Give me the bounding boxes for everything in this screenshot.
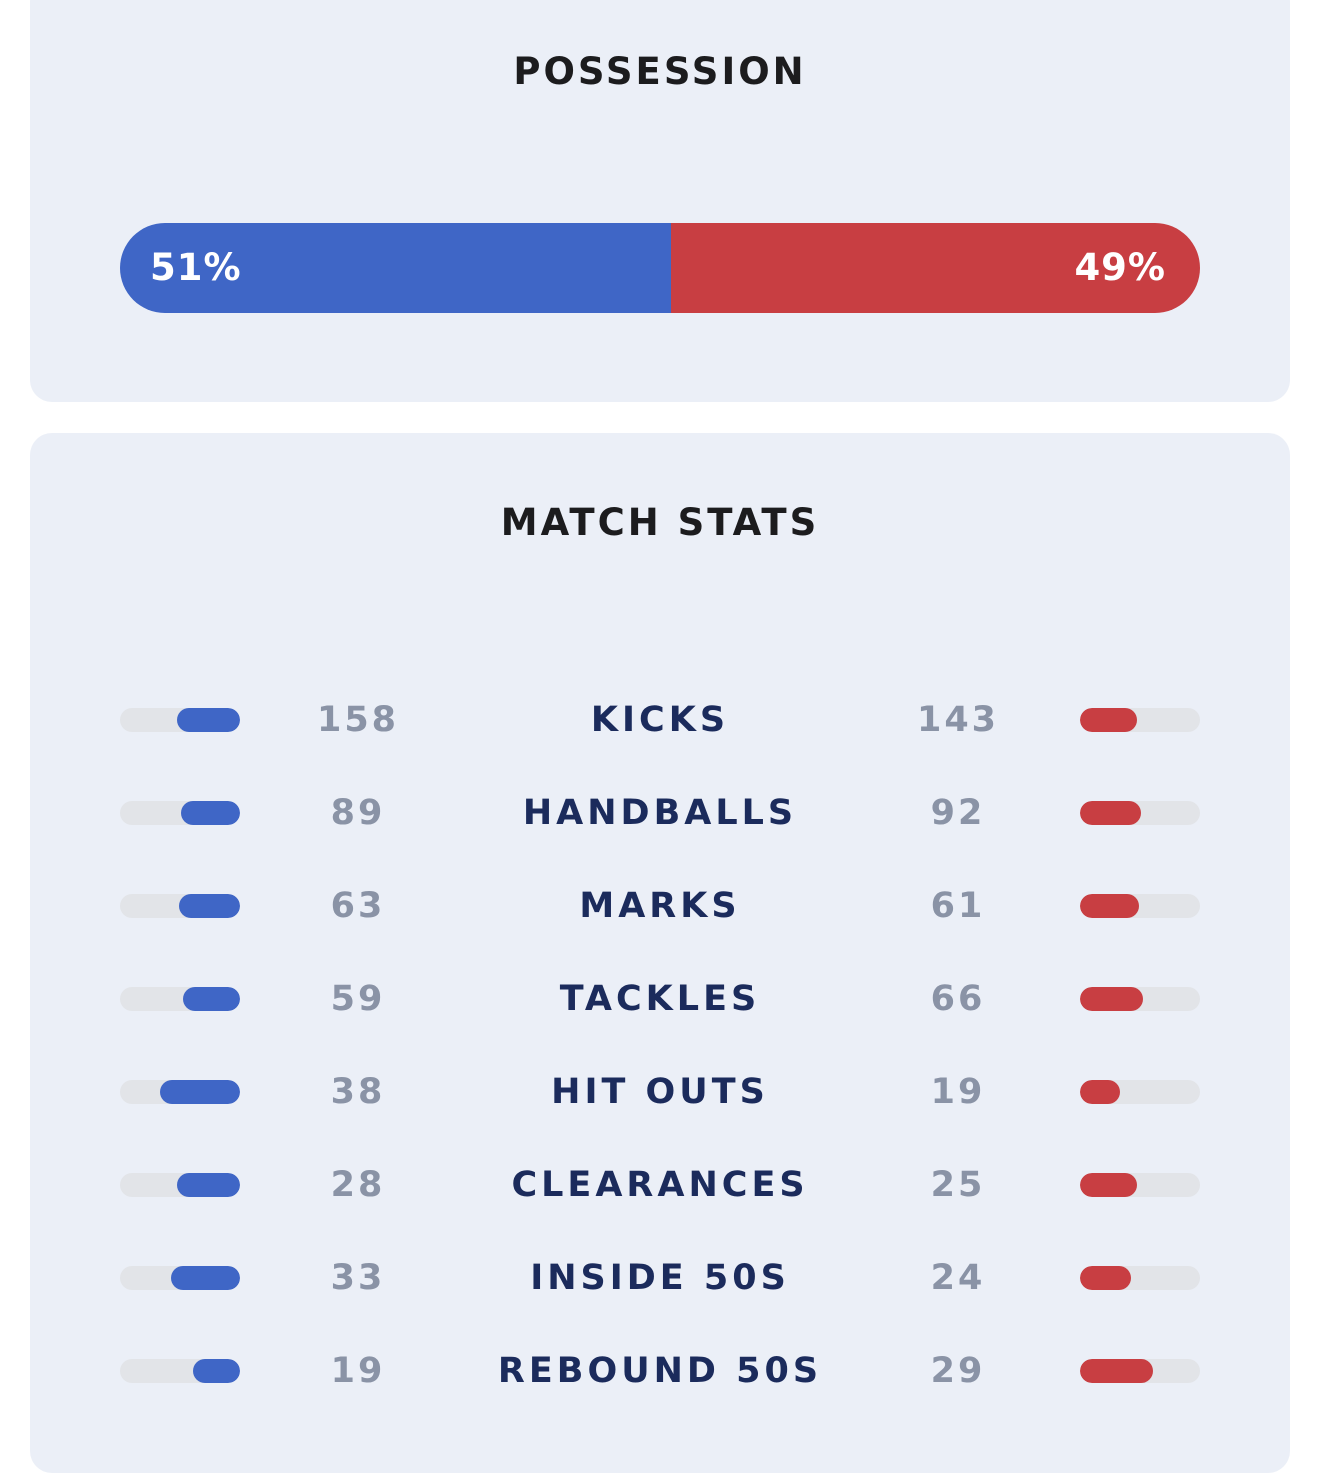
stat-label: HANDBALLS [522,793,798,833]
stat-away-bar [1080,801,1200,825]
stat-away-value: 19 [930,1072,986,1112]
stat-away-bar-fill [1080,708,1137,732]
stat-away-value: 24 [930,1258,986,1298]
stat-home-value: 19 [330,1351,386,1391]
match-stats-card: MATCH STATS 158 KICKS 143 89 HANDBALLS 92 63 MA… [30,433,1290,1473]
stat-row: 38 HIT OUTS 19 [30,1062,1290,1122]
stat-away-bar [1080,1266,1200,1290]
possession-home-segment: 51% [120,223,671,313]
stat-home-value: 33 [330,1258,386,1298]
stat-home-bar-fill [176,1173,240,1197]
possession-away-segment: 49% [670,223,1200,313]
stat-away-bar-fill [1080,1173,1137,1197]
stat-row: 158 KICKS 143 [30,690,1290,750]
stat-away-value: 61 [930,886,986,926]
stat-home-bar-fill [179,894,240,918]
stat-label: CLEARANCES [511,1165,809,1205]
stat-label: INSIDE 50S [530,1258,790,1298]
stat-home-bar-fill [183,987,240,1011]
stat-row: 89 HANDBALLS 92 [30,783,1290,843]
stat-away-bar-fill [1080,1080,1120,1104]
stat-row: 63 MARKS 61 [30,876,1290,936]
stat-row: 59 TACKLES 66 [30,969,1290,1029]
possession-away-label: 49% [1074,246,1166,289]
stat-label: REBOUND 50S [497,1351,823,1391]
stat-home-bar [120,1266,240,1290]
stat-home-value: 59 [330,979,386,1019]
stat-away-value: 92 [930,793,986,833]
stat-home-bar-fill [181,801,240,825]
stat-home-bar-fill [170,1266,240,1290]
stat-home-value: 28 [330,1165,386,1205]
stat-away-bar-fill [1080,1359,1153,1383]
stat-away-bar [1080,1359,1200,1383]
stat-home-bar [120,801,240,825]
possession-bar: 51% 49% [120,223,1200,313]
stat-away-bar-fill [1080,801,1141,825]
stat-away-bar [1080,1173,1200,1197]
stat-row: 19 REBOUND 50S 29 [30,1341,1290,1401]
stat-label: HIT OUTS [551,1072,769,1112]
possession-card: POSSESSION 51% 49% [30,0,1290,402]
stat-home-bar [120,1080,240,1104]
stat-home-bar [120,987,240,1011]
possession-title: POSSESSION [513,50,807,93]
stat-home-bar-fill [160,1080,240,1104]
stat-home-bar [120,1359,240,1383]
stat-away-bar-fill [1080,987,1144,1011]
stat-home-bar [120,708,240,732]
stat-away-bar [1080,708,1200,732]
stat-home-value: 63 [330,886,386,926]
stat-away-bar-fill [1080,894,1140,918]
stat-home-bar [120,1173,240,1197]
stat-home-bar [120,894,240,918]
stat-away-value: 29 [930,1351,986,1391]
stat-row: 28 CLEARANCES 25 [30,1155,1290,1215]
stat-row: 33 INSIDE 50S 24 [30,1248,1290,1308]
stat-home-bar-fill [177,708,240,732]
stat-away-value: 143 [916,700,1000,740]
stat-away-value: 66 [930,979,986,1019]
stat-label: MARKS [579,886,741,926]
stat-away-bar [1080,987,1200,1011]
stat-away-bar [1080,1080,1200,1104]
stat-away-bar-fill [1080,1266,1131,1290]
possession-home-label: 51% [150,246,242,289]
stat-home-bar-fill [192,1359,240,1383]
match-stats-title: MATCH STATS [500,501,820,544]
stat-away-value: 25 [930,1165,986,1205]
stat-home-value: 158 [316,700,400,740]
stat-label: TACKLES [559,979,761,1019]
stat-label: KICKS [590,700,730,740]
stat-away-bar [1080,894,1200,918]
stat-home-value: 38 [330,1072,386,1112]
stat-home-value: 89 [330,793,386,833]
